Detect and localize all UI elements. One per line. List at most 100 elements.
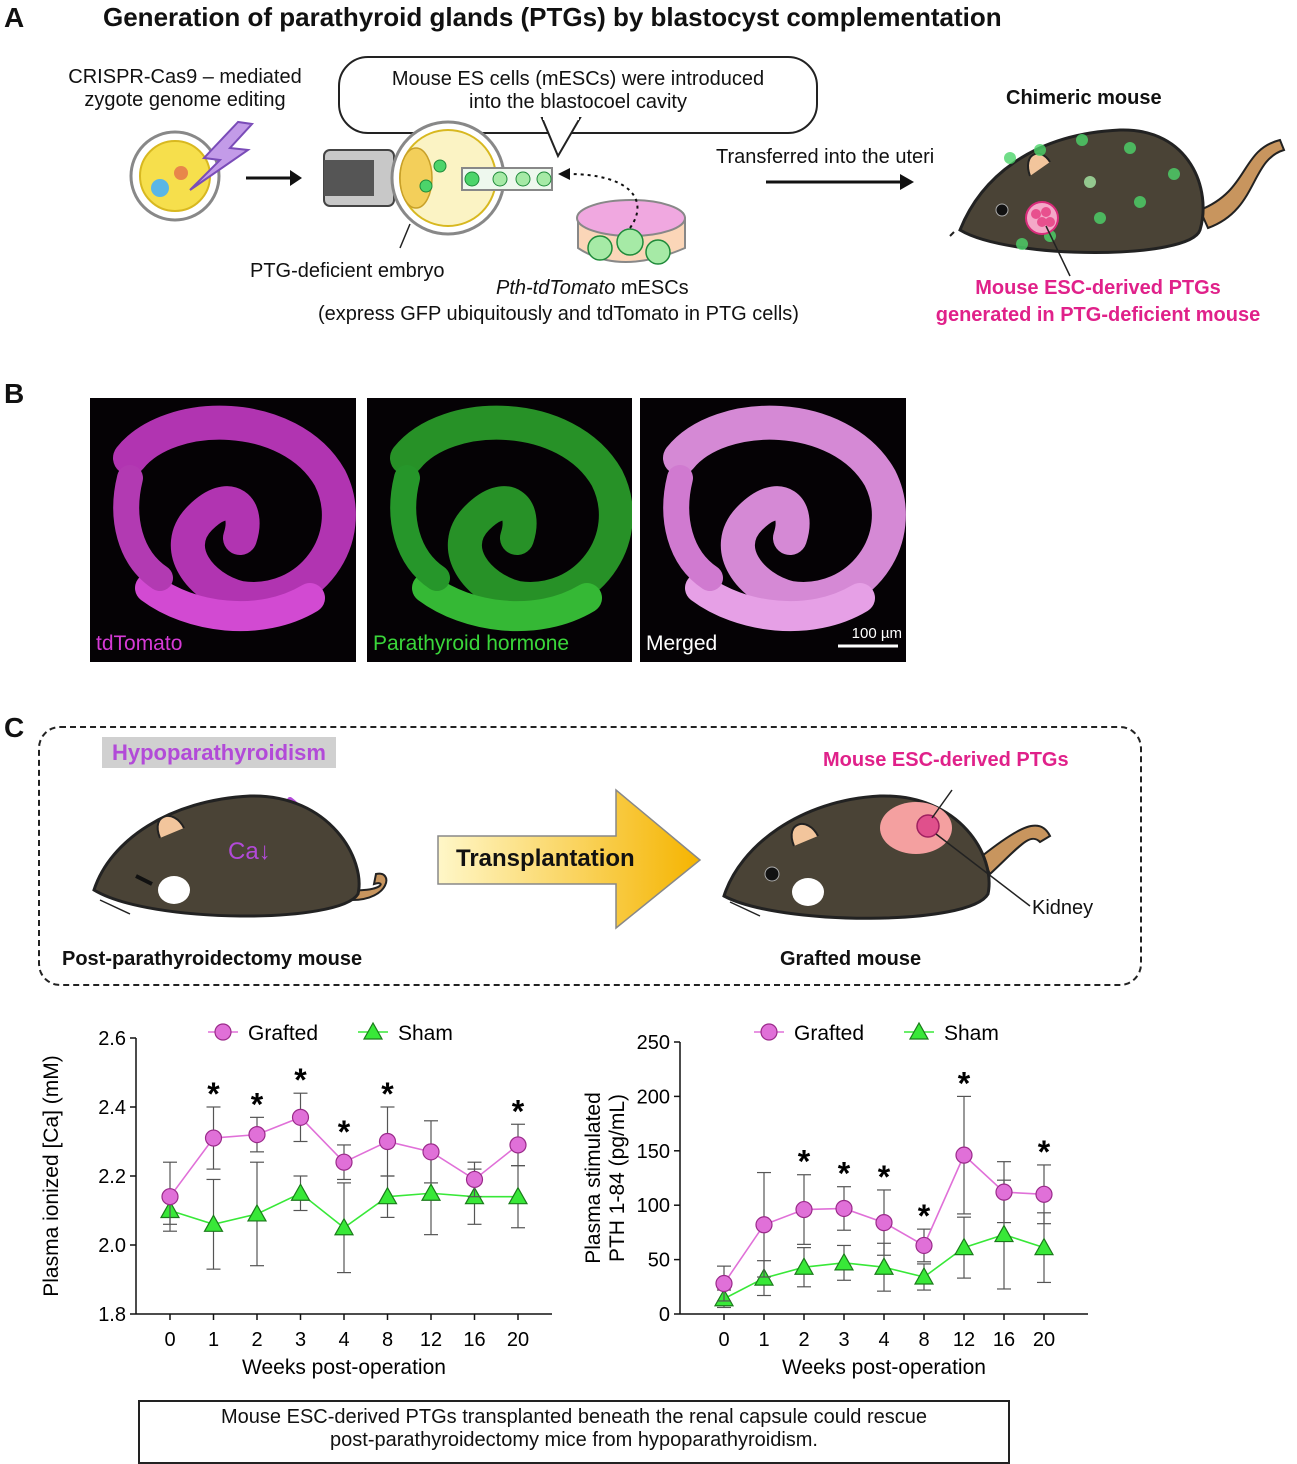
pth-label: Parathyroid hormone <box>373 632 570 655</box>
data-point-sham <box>993 1224 1015 1243</box>
data-point-grafted <box>995 1183 1013 1201</box>
pth-image: Parathyroid hormone <box>367 398 632 662</box>
conclusion-line1: Mouse ESC-derived PTGs transplanted bene… <box>221 1406 927 1428</box>
data-point-sham <box>203 1214 224 1232</box>
transplant-arrow <box>437 788 702 930</box>
data-point-sham <box>873 1256 895 1275</box>
x-tick-label: 3 <box>295 1329 306 1351</box>
data-point-grafted <box>795 1200 813 1219</box>
mesc-in-pipette <box>515 171 531 187</box>
y-tick-label: 100 <box>637 1195 670 1217</box>
y-tick-label: 250 <box>637 1032 670 1054</box>
x-axis-title: Weeks post-operation <box>242 1356 446 1379</box>
data-point-grafted <box>335 1153 353 1171</box>
petri-dish <box>558 168 686 265</box>
schematic-box <box>38 726 1142 986</box>
legend-marker-sham <box>362 1021 384 1040</box>
significance-star: * <box>798 1144 811 1180</box>
data-point-sham <box>833 1252 855 1271</box>
y-tick-label: 50 <box>648 1250 670 1272</box>
legend-marker-sham <box>908 1021 930 1040</box>
x-tick-label: 12 <box>953 1329 975 1351</box>
ptg-result-line1: Mouse ESC-derived PTGs <box>975 277 1221 299</box>
data-point-sham <box>953 1237 975 1256</box>
x-tick-label: 3 <box>838 1329 849 1351</box>
data-point-grafted <box>248 1126 266 1144</box>
y-axis-title: Plasma ionized [Ca] (mM) <box>40 1055 63 1297</box>
y-axis-title-line1: Plasma stimulated <box>582 1092 605 1264</box>
data-point-sham <box>290 1183 311 1201</box>
panel-b-letter: B <box>4 378 25 409</box>
grafted-ptg-icon <box>916 814 940 838</box>
data-point-grafted <box>161 1188 179 1206</box>
mesc-in-cavity <box>433 159 447 173</box>
ptx-mouse-label: Post-parathyroidectomy mouse <box>62 948 363 970</box>
zygote-pronucleus-blue <box>151 179 169 197</box>
data-point-grafted <box>1035 1185 1053 1203</box>
blastocyst-illustration <box>323 120 553 249</box>
significance-star: * <box>512 1093 525 1129</box>
x-tick-label: 16 <box>993 1329 1015 1351</box>
x-tick-label: 1 <box>208 1329 219 1351</box>
data-point-sham <box>793 1256 815 1275</box>
embryo-label: PTG-deficient embryo <box>250 260 445 282</box>
data-point-grafted <box>422 1143 440 1161</box>
transfer-arrow <box>766 174 914 190</box>
data-point-grafted <box>915 1236 933 1255</box>
y-tick-label: 150 <box>637 1141 670 1163</box>
x-tick-label: 12 <box>420 1329 442 1351</box>
x-tick-label: 0 <box>718 1329 729 1351</box>
data-point-grafted <box>291 1108 310 1126</box>
transfer-label: Transferred into the uteri <box>716 146 935 168</box>
bubble-tail <box>540 116 582 159</box>
legend-marker-grafted <box>214 1023 232 1041</box>
lightning-icon <box>189 120 255 191</box>
x-tick-label: 2 <box>798 1329 809 1351</box>
crispr-label-line2: zygote genome editing <box>84 89 286 111</box>
y-tick-label: 2.6 <box>98 1028 126 1050</box>
data-point-grafted <box>378 1132 397 1151</box>
mouse-eye <box>764 866 780 882</box>
y-tick-label: 2.4 <box>98 1097 126 1119</box>
data-point-grafted <box>875 1214 893 1232</box>
x-tick-label: 0 <box>164 1329 175 1351</box>
data-point-sham <box>333 1217 355 1236</box>
x-tick-label: 20 <box>507 1329 529 1351</box>
y-tick-label: 2.0 <box>98 1235 126 1257</box>
significance-star: * <box>878 1159 891 1195</box>
y-tick-label: 0 <box>659 1304 670 1326</box>
mouse-ear <box>1027 152 1051 177</box>
y-tick-label: 2.2 <box>98 1166 126 1188</box>
legend-label-grafted: Grafted <box>794 1022 864 1045</box>
ptg-result-label: Mouse ESC-derived PTGs generated in PTG-… <box>908 275 1288 329</box>
kidney-label: Kidney <box>1032 897 1094 919</box>
mesc-label-suffix: mESCs <box>615 277 689 299</box>
data-point-sham <box>420 1183 442 1201</box>
grafted-mouse-label: Grafted mouse <box>780 948 922 970</box>
zygote-pronucleus-orange <box>174 166 188 180</box>
mesc-in-pipette <box>492 171 508 187</box>
chimeric-mouse-illustration <box>949 128 1286 277</box>
panel-a-title: Generation of parathyroid glands (PTGs) … <box>103 2 1002 32</box>
y-tick-label: 200 <box>637 1086 670 1108</box>
mesc-label-italic: Pth-tdTomato <box>496 277 616 299</box>
data-point-sham <box>913 1266 935 1285</box>
crispr-label: CRISPR-Cas9 – mediated zygote genome edi… <box>40 66 330 112</box>
y-tick-label: 1.8 <box>98 1304 126 1326</box>
transplant-label: Transplantation <box>456 845 635 872</box>
tdtomato-image: tdTomato <box>90 398 356 662</box>
x-tick-label: 1 <box>758 1329 769 1351</box>
significance-star: * <box>381 1076 394 1112</box>
mouse-tail <box>1198 138 1286 230</box>
y-axis-title-line2: PTH 1-84 (pg/mL) <box>606 1094 629 1262</box>
conclusion-box: Mouse ESC-derived PTGs transplanted bene… <box>138 1400 1010 1464</box>
data-point-grafted <box>755 1216 773 1234</box>
data-point-grafted <box>509 1136 527 1154</box>
crispr-label-line1: CRISPR-Cas9 – mediated <box>68 66 302 88</box>
legend-label-grafted: Grafted <box>248 1022 318 1045</box>
chimeric-label: Chimeric mouse <box>1006 87 1162 109</box>
data-point-grafted <box>204 1129 223 1147</box>
significance-star: * <box>838 1156 851 1192</box>
